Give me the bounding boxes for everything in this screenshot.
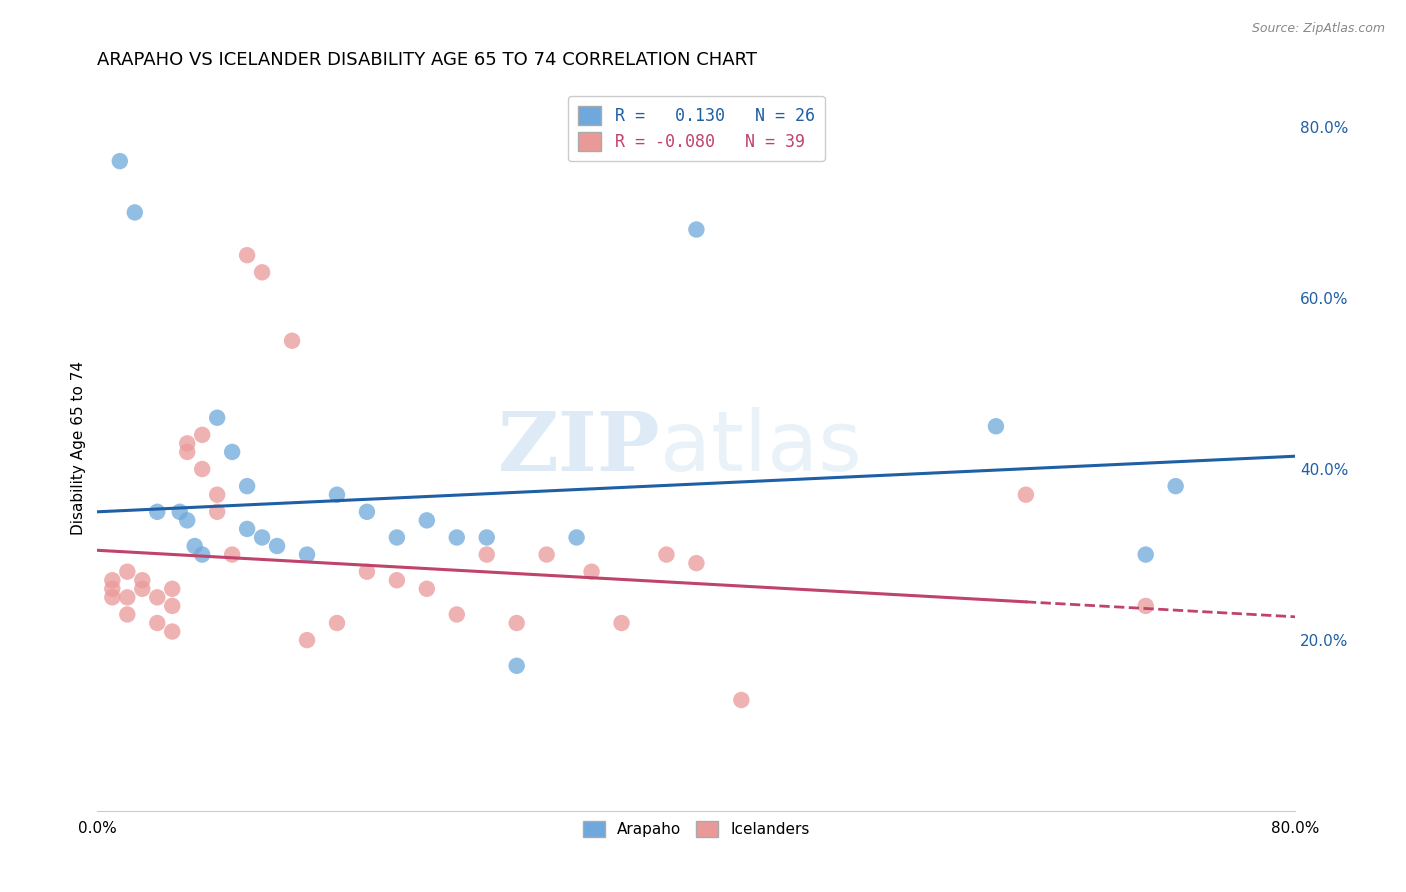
Point	[505, 658, 527, 673]
Point	[416, 513, 439, 527]
Point	[385, 573, 408, 587]
Point	[117, 607, 139, 622]
Point	[1164, 479, 1187, 493]
Point	[176, 513, 198, 527]
Point	[169, 505, 191, 519]
Point	[250, 531, 273, 545]
Point	[475, 531, 498, 545]
Point	[221, 445, 243, 459]
Point	[183, 539, 205, 553]
Text: atlas: atlas	[661, 407, 862, 488]
Point	[160, 582, 183, 596]
Point	[146, 505, 169, 519]
Y-axis label: Disability Age 65 to 74: Disability Age 65 to 74	[72, 360, 86, 534]
Point	[117, 591, 139, 605]
Point	[266, 539, 288, 553]
Point	[236, 522, 259, 536]
Point	[446, 531, 468, 545]
Point	[1135, 599, 1157, 613]
Point	[295, 548, 318, 562]
Text: Source: ZipAtlas.com: Source: ZipAtlas.com	[1251, 22, 1385, 36]
Point	[101, 582, 124, 596]
Point	[356, 565, 378, 579]
Point	[326, 615, 349, 630]
Text: ARAPAHO VS ICELANDER DISABILITY AGE 65 TO 74 CORRELATION CHART: ARAPAHO VS ICELANDER DISABILITY AGE 65 T…	[97, 51, 758, 69]
Point	[581, 565, 603, 579]
Point	[191, 548, 214, 562]
Point	[505, 615, 527, 630]
Point	[191, 462, 214, 476]
Point	[101, 591, 124, 605]
Point	[236, 248, 259, 262]
Point	[326, 488, 349, 502]
Point	[191, 427, 214, 442]
Point	[730, 693, 752, 707]
Point	[176, 436, 198, 450]
Point	[446, 607, 468, 622]
Point	[221, 548, 243, 562]
Point	[117, 565, 139, 579]
Point	[131, 573, 153, 587]
Point	[281, 334, 304, 348]
Point	[131, 582, 153, 596]
Point	[236, 479, 259, 493]
Point	[205, 488, 228, 502]
Legend: Arapaho, Icelanders: Arapaho, Icelanders	[578, 815, 815, 844]
Point	[685, 556, 707, 570]
Point	[108, 154, 131, 169]
Point	[475, 548, 498, 562]
Text: ZIP: ZIP	[498, 408, 661, 488]
Point	[984, 419, 1007, 434]
Point	[176, 445, 198, 459]
Point	[1135, 548, 1157, 562]
Point	[685, 222, 707, 236]
Point	[160, 599, 183, 613]
Point	[1015, 488, 1038, 502]
Point	[146, 615, 169, 630]
Point	[205, 410, 228, 425]
Point	[101, 573, 124, 587]
Point	[124, 205, 146, 219]
Point	[385, 531, 408, 545]
Point	[565, 531, 588, 545]
Point	[160, 624, 183, 639]
Point	[146, 591, 169, 605]
Point	[416, 582, 439, 596]
Point	[610, 615, 633, 630]
Point	[295, 633, 318, 648]
Point	[250, 265, 273, 279]
Point	[655, 548, 678, 562]
Point	[356, 505, 378, 519]
Point	[205, 505, 228, 519]
Point	[536, 548, 558, 562]
